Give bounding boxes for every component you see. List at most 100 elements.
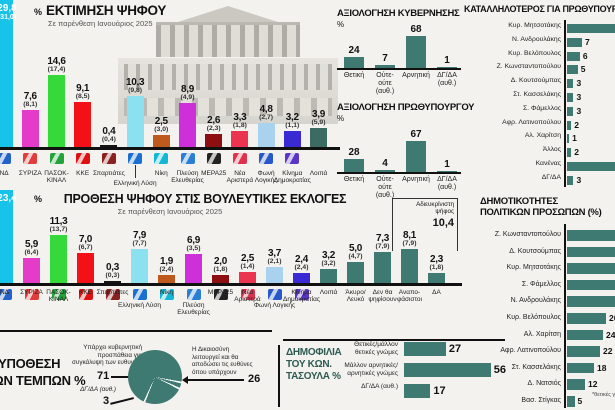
bar-prev-value: (1,8) xyxy=(232,121,247,129)
row-value: 6 xyxy=(582,50,588,61)
bar-prev-value: (2,7) xyxy=(259,114,274,122)
party-logo-glyph xyxy=(232,153,244,164)
row-bar-9 xyxy=(567,148,572,158)
party-logo-icon xyxy=(240,289,255,300)
party-label: ΣΥΡΙΖΑ xyxy=(18,170,42,177)
bar-prev-value: (1,8) xyxy=(213,265,228,273)
bar-prev-value: (1,4) xyxy=(240,263,255,271)
party-logo-icon xyxy=(186,289,201,300)
bar-value: 7,9 xyxy=(132,230,146,242)
bar-8 xyxy=(205,134,223,147)
eval-bar-0 xyxy=(344,158,364,172)
row-value: 5 xyxy=(580,64,586,75)
row-bar-4 xyxy=(567,79,574,89)
party-logo-icon xyxy=(159,289,174,300)
party-label: Λοιπά xyxy=(309,170,328,177)
row-value: 5 xyxy=(577,396,583,406)
bar-0 xyxy=(0,190,13,283)
tempi-title-line2: ΤΩΝ ΤΕΜΠΩΝ % xyxy=(0,373,86,388)
party-logo-icon xyxy=(128,153,143,164)
row-label: Ζ. Κωνσταντοπούλου xyxy=(496,63,561,71)
party-logo-icon xyxy=(213,289,228,300)
tempi-coverup-leader xyxy=(111,376,129,378)
gov-eval-axis xyxy=(337,68,461,70)
suitable-pm-chart: ΚΑΤΑΛΛΗΛΟΤΕΡΟΣ ΓΙΑ ΠΡΩΘΥΠΟΥΡΓΟΣ Κυρ. Μητ… xyxy=(462,4,615,194)
party-label: Κίνημα Δημοκρατίας xyxy=(273,170,311,184)
bar-value: 6,9 xyxy=(186,234,200,246)
bar-9 xyxy=(231,130,249,147)
bar-value: 7,3 xyxy=(375,232,389,244)
bar-prev-value: (8,5) xyxy=(75,93,90,101)
party-logo-icon xyxy=(206,153,221,164)
eval-bar-label: ΔΓ/ΔΑ (αυθ.) xyxy=(437,72,457,87)
bar-value: 2,3 xyxy=(429,254,443,266)
bar-1 xyxy=(23,257,40,283)
party-logo-glyph xyxy=(285,153,296,164)
bar-prev-value: (2,4) xyxy=(159,265,174,273)
row-bar-2 xyxy=(567,51,580,61)
bar-8 xyxy=(212,274,229,283)
row-bar-9 xyxy=(567,379,585,390)
eval-bar-0 xyxy=(344,56,364,68)
party-label: Νίκη xyxy=(159,289,173,296)
bar-7 xyxy=(179,103,196,147)
parliament-photo xyxy=(118,4,338,144)
bar-12 xyxy=(310,127,327,147)
bar-value: 9,1 xyxy=(76,83,90,95)
row-label: ΔΓ/ΔΑ (αυθ.) xyxy=(361,383,398,390)
row-bar-10 xyxy=(567,162,615,171)
party-logo-icon xyxy=(51,289,66,300)
row-bar-1 xyxy=(404,363,491,377)
row-bar-2 xyxy=(567,263,615,274)
bar-4 xyxy=(100,145,118,147)
eval-bar-value: 1 xyxy=(444,158,450,170)
party-logo-icon xyxy=(75,153,90,164)
eval-bar-value: 68 xyxy=(410,24,422,36)
tempi-justice-leader xyxy=(186,379,244,381)
row-bar-5 xyxy=(567,313,606,324)
eval-bar-3 xyxy=(437,170,457,172)
party-logo-glyph xyxy=(154,153,165,164)
party-label: ΔΑ xyxy=(432,289,441,296)
bar-prev-value: (6,4) xyxy=(24,248,39,256)
divider-vertical xyxy=(278,345,280,407)
tempi-justice-label: Η Δικαιοσύνη λειτουργεί και θα αποδώσει … xyxy=(192,346,253,376)
row-label: Δ. Κουτσούμπας xyxy=(509,247,561,255)
bar-10 xyxy=(257,123,275,147)
row-value: 12 xyxy=(588,379,598,390)
bar-value: 11,3 xyxy=(49,215,68,227)
party-label: Νίκη xyxy=(154,170,168,177)
row-value: 27 xyxy=(448,343,462,355)
party-label: Πλεύση Ελευθερίας xyxy=(177,302,210,316)
bar-prev-value: (31,0) xyxy=(0,14,17,22)
party-logo-icon xyxy=(154,153,169,164)
intention-subtitle: Σε παρένθεση Ιανουάριος 2025 xyxy=(117,207,223,216)
party-logo-icon xyxy=(0,153,12,164)
popularity-title-line2: ΠΟΛΙΤΙΚΩΝ ΠΡΟΣΩΠΩΝ (%) xyxy=(480,207,602,218)
row-label: Κυρ. Μητσοτάκης xyxy=(508,22,561,29)
bar-prev-value: (2,4) xyxy=(294,263,309,271)
row-label: ΔΓ/ΔΑ xyxy=(541,173,561,181)
row-bar-6 xyxy=(567,329,603,341)
intention-title: ΠΡΟΘΕΣΗ ΨΗΦΟΥ ΣΤΙΣ ΒΟΥΛΕΥΤΙΚΕΣ ΕΚΛΟΓΕΣ xyxy=(63,192,347,206)
bar-prev-value: (0,4) xyxy=(101,136,116,143)
row-label: Αφρ. Λατινοπούλου xyxy=(502,118,561,126)
bar-11 xyxy=(283,131,301,147)
row-bar-0 xyxy=(567,24,615,33)
row-value: 24 xyxy=(606,329,615,340)
row-label: Θετικές/μάλλον θετικές γνώμες xyxy=(354,341,398,356)
tempi-pie xyxy=(128,350,182,404)
party-label: ΜΕΡΑ25 xyxy=(207,289,234,296)
eval-bar-label: Ούτε- ούτε (αυθ.) xyxy=(375,72,395,95)
eval-bar-label: Θετική xyxy=(343,72,365,79)
party-label: Ελληνική Λύση xyxy=(113,180,157,187)
eval-bar-label: Θετική xyxy=(343,176,365,183)
parliament-windows xyxy=(124,98,332,116)
party-logo-glyph xyxy=(259,153,270,164)
bar-prev-value: (7,9) xyxy=(375,242,390,250)
party-label: Άκυρο/ Λευκό xyxy=(345,289,366,303)
tempi-case-section: Η ΥΠΟΘΕΣΗ ΤΩΝ ΤΕΜΠΩΝ % Υπάρχει κυβερνητι… xyxy=(0,330,278,410)
party-logo-glyph xyxy=(75,153,87,164)
row-value: 17 xyxy=(433,385,446,397)
tempi-justice-arrowhead xyxy=(182,376,188,384)
